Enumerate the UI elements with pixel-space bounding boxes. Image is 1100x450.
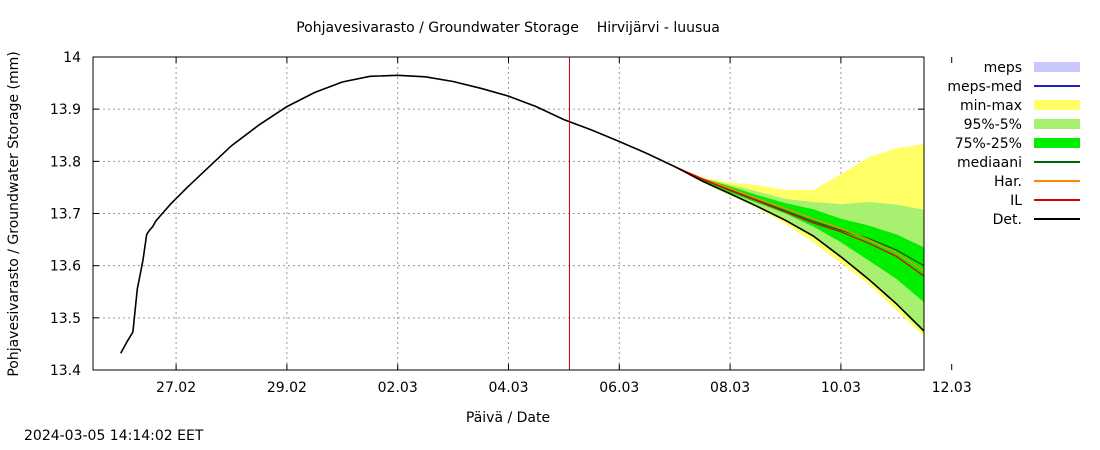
legend-label: Har. <box>994 174 1022 190</box>
band-95-5 <box>674 166 924 334</box>
legend-label: IL <box>1010 193 1022 209</box>
y-tick-label: 13.4 <box>50 363 81 379</box>
x-tick-label: 12.03 <box>932 380 972 396</box>
x-tick-label: 10.03 <box>821 380 861 396</box>
y-tick-label: 14 <box>63 50 81 66</box>
y-tick-label: 13.8 <box>50 154 81 170</box>
legend-label: Det. <box>993 212 1022 228</box>
series-line-har <box>674 166 925 272</box>
legend-label: 75%-25% <box>955 136 1022 152</box>
legend-swatch-75-25 <box>1034 138 1080 148</box>
legend-label: mediaani <box>957 155 1022 171</box>
grid <box>93 56 953 371</box>
legend-swatch-min-max <box>1034 100 1080 110</box>
series-lines <box>119 74 925 354</box>
legend-swatch-95-5 <box>1034 119 1080 129</box>
y-axis-label: Pohjavesivarasto / Groundwater Storage (… <box>6 51 22 376</box>
series-line-det <box>674 165 925 332</box>
x-tick-label: 02.03 <box>378 380 418 396</box>
y-tick-labels: 13.4 13.5 13.6 13.7 13.8 13.9 14 <box>50 50 81 379</box>
observed-line <box>119 74 676 354</box>
y-tick-label: 13.7 <box>50 207 81 223</box>
band-75-25 <box>674 166 924 303</box>
series-line-il <box>674 166 925 277</box>
legend-label: min-max <box>960 98 1022 114</box>
x-tick-label: 08.03 <box>710 380 750 396</box>
timestamp: 2024-03-05 14:14:02 EET <box>24 428 204 444</box>
legend-label: meps-med <box>947 79 1022 95</box>
x-tick-labels: 27.02 29.02 02.03 04.03 06.03 08.03 10.03 12.03 <box>156 380 972 396</box>
x-tick-label: 04.03 <box>488 380 528 396</box>
legend-swatch-meps <box>1034 62 1080 72</box>
legend: meps meps-med min-max 95%-5% 75%-25% mediaani… <box>947 60 1080 228</box>
plot-frame <box>92 56 925 371</box>
x-tick-label: 06.03 <box>599 380 639 396</box>
x-axis-label: Päivä / Date <box>466 410 550 426</box>
chart-title: Pohjavesivarasto / Groundwater Storage H… <box>296 20 720 36</box>
x-tick-label: 27.02 <box>156 380 196 396</box>
legend-label: meps <box>984 60 1022 76</box>
legend-label: 95%-5% <box>964 117 1022 133</box>
x-tick-label: 29.02 <box>267 380 307 396</box>
y-tick-label: 13.9 <box>50 102 81 118</box>
y-tick-label: 13.6 <box>50 259 81 275</box>
y-tick-label: 13.5 <box>50 311 81 327</box>
